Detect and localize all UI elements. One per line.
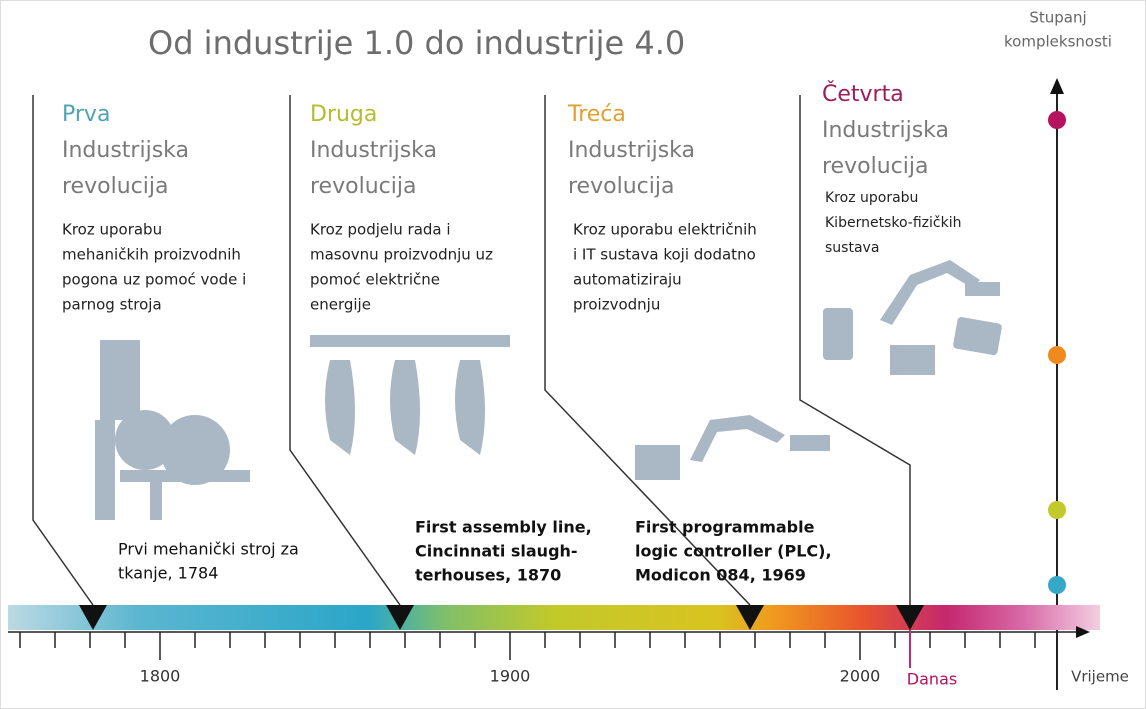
revolution-description: parnog stroja <box>62 296 162 314</box>
revolution-description: Kibernetsko-fizičkih <box>825 215 961 231</box>
milestone-label: terhouses, 1870 <box>415 566 561 585</box>
revolution-description: i IT sustava koji dodatno <box>573 246 756 264</box>
milestone-label: Prvi mehanički stroj za <box>118 540 299 559</box>
revolution-ordinal: Treća <box>567 102 626 127</box>
revolution-description: pogona uz pomoć vode i <box>62 271 246 289</box>
revolution-heading: Industrijska <box>310 138 437 163</box>
revolution-ordinal: Druga <box>310 102 377 127</box>
revolution-description: pomoć električne <box>310 271 440 289</box>
revolution-heading: Industrijska <box>568 138 695 163</box>
milestone-label: Cincinnati slaugh- <box>415 542 578 561</box>
year-label: 1800 <box>140 667 181 686</box>
revolution-description: Kroz uporabu <box>62 221 162 239</box>
milestone-label: tkanje, 1784 <box>118 564 218 583</box>
revolution-description: Kroz uporabu električnih <box>573 221 757 239</box>
revolution-description: proizvodnju <box>573 296 660 314</box>
y-axis-label: kompleksnosti <box>1004 33 1112 51</box>
revolution-description: Kroz podjelu rada i <box>310 221 451 239</box>
milestone-label: First programmable <box>635 518 815 537</box>
revolution-heading: revolucija <box>62 174 168 199</box>
revolution-description: Kroz uporabu <box>825 190 918 206</box>
complexity-axis <box>1048 78 1066 690</box>
revolution-heading: Industrijska <box>62 138 189 163</box>
revolution-description: energije <box>310 296 371 314</box>
revolution-description: masovnu proizvodnju uz <box>310 246 493 264</box>
revolution-description: mehaničkih proizvodnih <box>62 246 241 264</box>
milestone-label: First assembly line, <box>415 518 592 537</box>
revolution-ordinal: Prva <box>62 102 110 127</box>
y-axis-label: Stupanj <box>1029 9 1086 27</box>
revolution-description: automatiziraju <box>573 271 682 289</box>
revolution-heading: revolucija <box>310 174 416 199</box>
title: Od industrije 1.0 do industrije 4.0 <box>148 24 685 62</box>
milestone-label: Modicon 084, 1969 <box>635 566 806 585</box>
timeline-axis <box>8 626 1090 660</box>
icons <box>95 260 1002 520</box>
revolution-ordinal: Četvrta <box>822 81 904 107</box>
today-label: Danas <box>907 670 957 689</box>
revolution-heading: Industrijska <box>822 118 949 143</box>
revolution-description: sustava <box>825 240 879 256</box>
x-axis-label: Vrijeme <box>1071 668 1129 686</box>
year-label: 2000 <box>840 667 881 686</box>
timeline-bar <box>8 605 1100 630</box>
revolution-heading: revolucija <box>822 154 928 179</box>
revolution-heading: revolucija <box>568 174 674 199</box>
year-label: 1900 <box>490 667 531 686</box>
milestone-label: logic controller (PLC), <box>635 542 832 561</box>
infographic: Od industrije 1.0 do industrije 4.0 Stup… <box>0 0 1146 709</box>
